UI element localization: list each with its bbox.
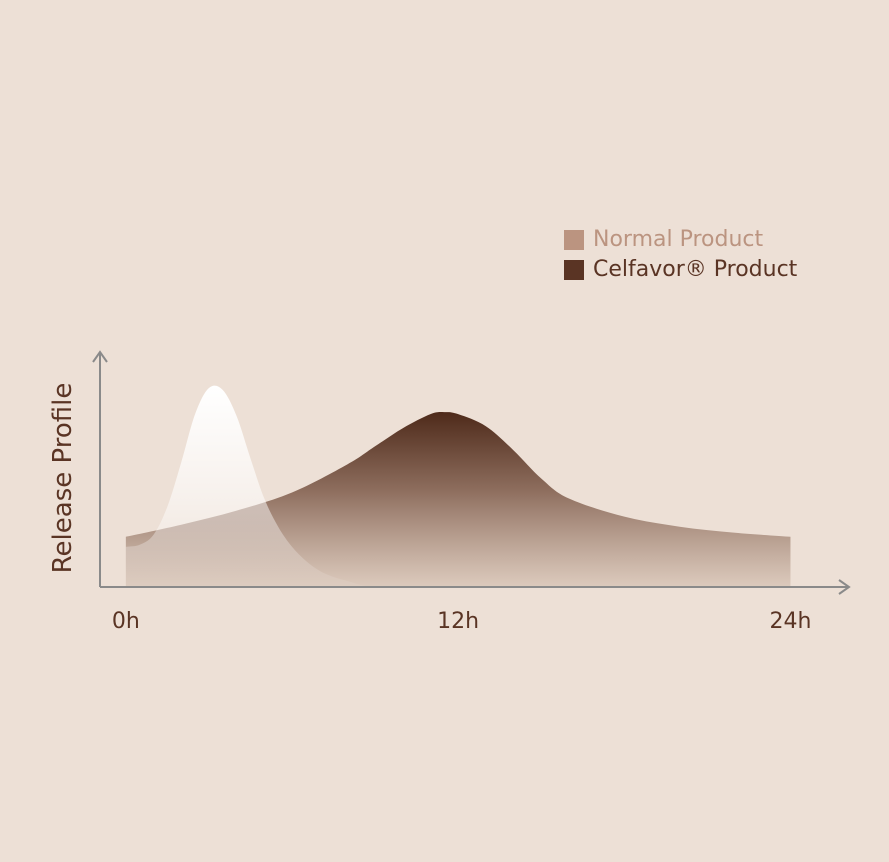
x-tick-label: 0h <box>112 609 140 634</box>
y-axis-arrow-icon <box>92 350 108 363</box>
normal-product-area <box>125 385 376 587</box>
legend-swatch-celfavor <box>564 260 584 280</box>
chart-axes <box>92 350 851 595</box>
x-tick-label: 12h <box>437 609 479 634</box>
legend-label-celfavor: Celfavor® Product <box>593 257 798 282</box>
x-axis-arrow-icon <box>838 579 851 595</box>
chart-legend: Normal Product Celfavor® Product <box>564 228 797 282</box>
legend-item-celfavor: Celfavor® Product <box>564 258 797 282</box>
x-tick-label: 24h <box>769 609 811 634</box>
celfavor-product-area <box>125 412 791 587</box>
y-axis-label: Release Profile <box>48 383 78 574</box>
legend-item-normal: Normal Product <box>564 228 797 252</box>
legend-label-normal: Normal Product <box>593 227 764 252</box>
legend-swatch-normal <box>564 230 584 250</box>
